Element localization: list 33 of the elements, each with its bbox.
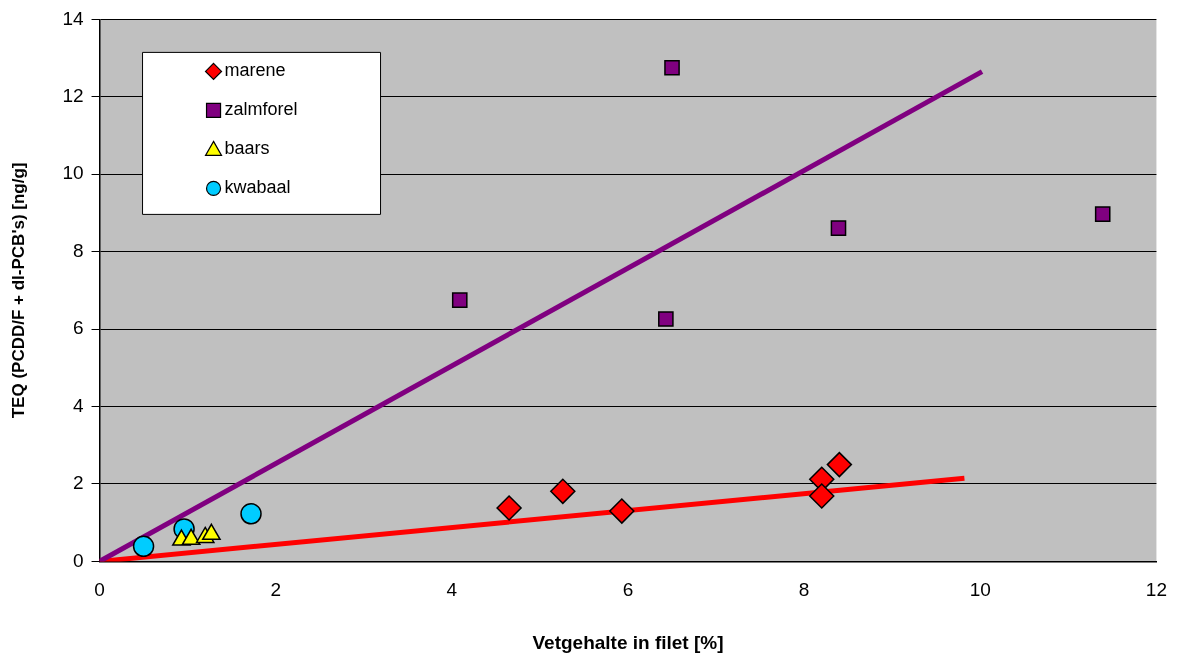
- x-axis-title: Vetgehalte in filet [%]: [532, 631, 724, 653]
- y-tick-label: 10: [62, 162, 84, 184]
- legend-label: kwabaal: [224, 177, 291, 198]
- point: [830, 220, 847, 236]
- point: [664, 59, 680, 76]
- point: [609, 498, 635, 524]
- x-tick-label: 2: [270, 579, 281, 601]
- y-tick-label: 0: [72, 549, 84, 571]
- point: [1094, 206, 1111, 222]
- y-axis-title: TEQ (PCDD/F + dl-PCB's) [ng/g]: [8, 162, 28, 419]
- legend-label: zalmforel: [224, 99, 298, 120]
- legend-label: baars: [224, 138, 270, 159]
- point: [496, 495, 522, 521]
- point: [550, 478, 576, 505]
- y-tick-label: 4: [72, 394, 84, 416]
- y-tick-label: 14: [62, 7, 84, 29]
- y-tick-label: 8: [72, 239, 84, 261]
- x-tick-label: 4: [446, 579, 458, 601]
- point: [132, 535, 155, 558]
- x-tick-label: 8: [798, 579, 810, 601]
- point: [809, 483, 835, 509]
- x-tick-label: 12: [1145, 579, 1167, 601]
- y-tick-label: 6: [72, 317, 84, 339]
- y-tick-label: 12: [62, 85, 84, 107]
- point: [826, 451, 853, 478]
- point: [451, 292, 468, 308]
- x-tick-label: 10: [969, 579, 991, 601]
- legend-label: marene: [224, 60, 286, 81]
- x-tick-label: 0: [94, 579, 105, 601]
- y-tick-label: 2: [72, 472, 84, 494]
- point: [240, 503, 262, 525]
- x-tick-label: 6: [622, 579, 634, 601]
- point: [658, 311, 674, 327]
